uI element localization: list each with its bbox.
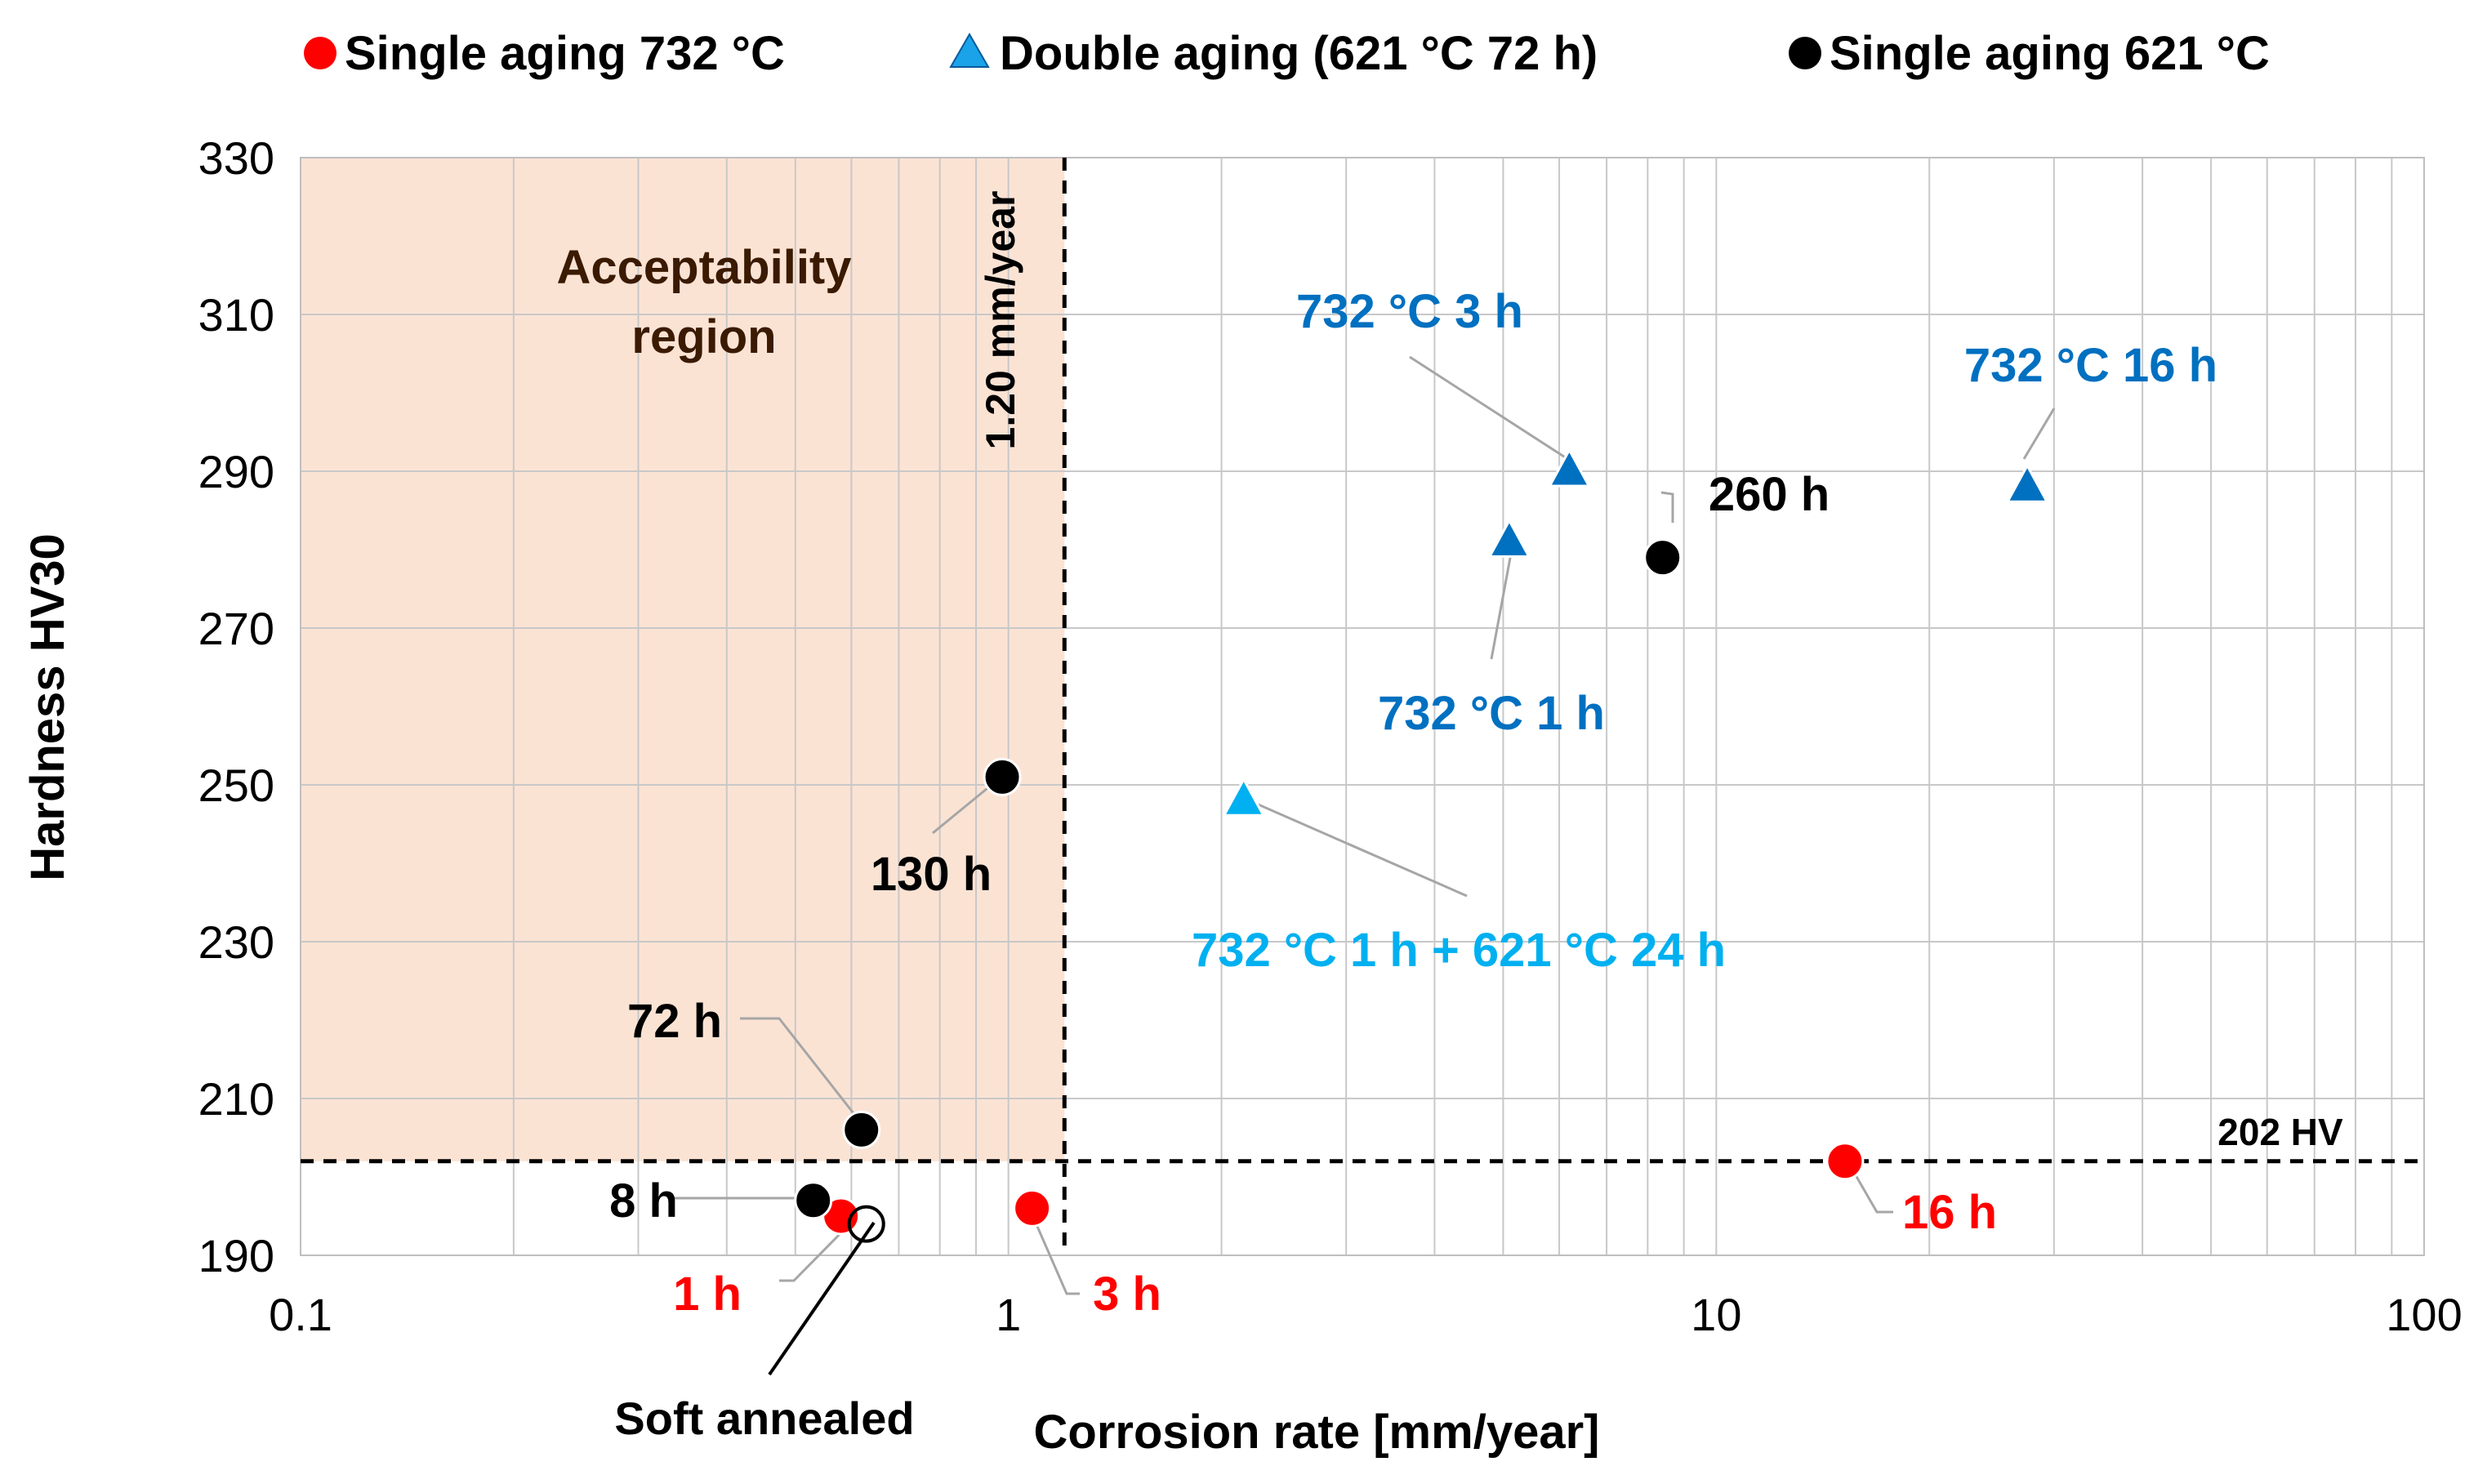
- annotation-leader: [1490, 544, 1514, 660]
- point-label: 732 °C 1 h: [1378, 687, 1605, 740]
- point-label: 3 h: [1093, 1268, 1161, 1321]
- data-point: [1487, 518, 1531, 558]
- y-tick-label: 330: [198, 132, 274, 184]
- legend-marker-single-aging-621: [1789, 37, 1821, 69]
- y-tick-label: 270: [198, 603, 274, 654]
- point-label: Soft annealed: [614, 1393, 914, 1444]
- region-label-line1: Acceptability: [557, 241, 852, 294]
- y-axis-title: Hardness HV30: [21, 533, 74, 881]
- data-point: [847, 1205, 885, 1243]
- data-point: [1013, 1188, 1052, 1228]
- legend-label-double-aging: Double aging (621 °C 72 h): [1000, 27, 1598, 80]
- annotation-leader: [2022, 408, 2056, 460]
- y-tick-label: 230: [198, 916, 274, 968]
- y-tick-label: 250: [198, 760, 274, 811]
- data-point: [794, 1181, 833, 1220]
- acceptability-region: [301, 158, 1065, 1161]
- legend-label-single-aging-732: Single aging 732 °C: [345, 27, 785, 80]
- x-tick-label: 1: [996, 1289, 1021, 1340]
- x-tick-labels: 0.1 1 10 100: [269, 1289, 2462, 1340]
- data-point: [1825, 1142, 1865, 1181]
- legend-label-single-aging-621: Single aging 621 °C: [1830, 27, 2270, 80]
- point-labels: 1 h 3 h 16 h 732 °C 1 h + 621 °C 24 h 732 °C…: [609, 285, 2217, 1444]
- corrosion-threshold-label: 1.20 mm/year: [978, 191, 1023, 450]
- region-label-line2: region: [631, 310, 776, 363]
- point-label: 8 h: [609, 1174, 678, 1228]
- hardness-threshold-label: 202 HV: [2217, 1111, 2343, 1153]
- legend: Single aging 732 °C Double aging (621 °C…: [304, 27, 2270, 80]
- point-label: 732 °C 3 h: [1296, 285, 1523, 338]
- annotation-leader: [1409, 355, 1570, 461]
- annotation-leader: [1241, 795, 1468, 898]
- y-tick-label: 190: [198, 1230, 274, 1281]
- x-tick-label: 10: [1691, 1289, 1741, 1340]
- point-label: 732 °C 1 h + 621 °C 24 h: [1192, 924, 1726, 977]
- annotation-leader: [1034, 1222, 1080, 1295]
- annotation-leader: [1660, 491, 1674, 523]
- point-label: 260 h: [1709, 468, 1830, 521]
- annotation-leader: [740, 1017, 861, 1121]
- point-label: 130 h: [871, 848, 992, 901]
- legend-marker-single-aging-732: [304, 37, 337, 69]
- legend-marker-double-aging: [949, 32, 990, 68]
- data-point: [1547, 447, 1591, 488]
- point-label: 732 °C 16 h: [1964, 339, 2217, 392]
- data-point: [842, 1110, 881, 1149]
- y-tick-labels: 190 210 230 250 270 290 310 330: [198, 132, 274, 1281]
- data-point: [983, 757, 1022, 796]
- point-label: 72 h: [627, 995, 722, 1048]
- annotation-leaders: [670, 355, 2056, 1376]
- data-point: [2005, 463, 2049, 503]
- y-tick-label: 290: [198, 446, 274, 497]
- x-axis-title: Corrosion rate [mm/year]: [1034, 1406, 1600, 1459]
- point-label: 1 h: [673, 1268, 742, 1321]
- annotation-leader: [932, 783, 992, 835]
- gridlines: [301, 157, 2424, 1256]
- plot-frame: [300, 157, 2425, 1256]
- y-tick-label: 210: [198, 1073, 274, 1125]
- soft-annealed-leader: [768, 1221, 876, 1376]
- data-point: [1222, 777, 1266, 817]
- x-tick-label: 0.1: [269, 1289, 332, 1340]
- data-point: [1643, 538, 1683, 577]
- point-label: 16 h: [1902, 1186, 1997, 1239]
- annotation-leader: [779, 1221, 853, 1282]
- data-points: [794, 447, 2049, 1243]
- y-tick-label: 310: [198, 289, 274, 341]
- x-tick-label: 100: [2386, 1289, 2462, 1340]
- annotation-leader: [1851, 1169, 1893, 1214]
